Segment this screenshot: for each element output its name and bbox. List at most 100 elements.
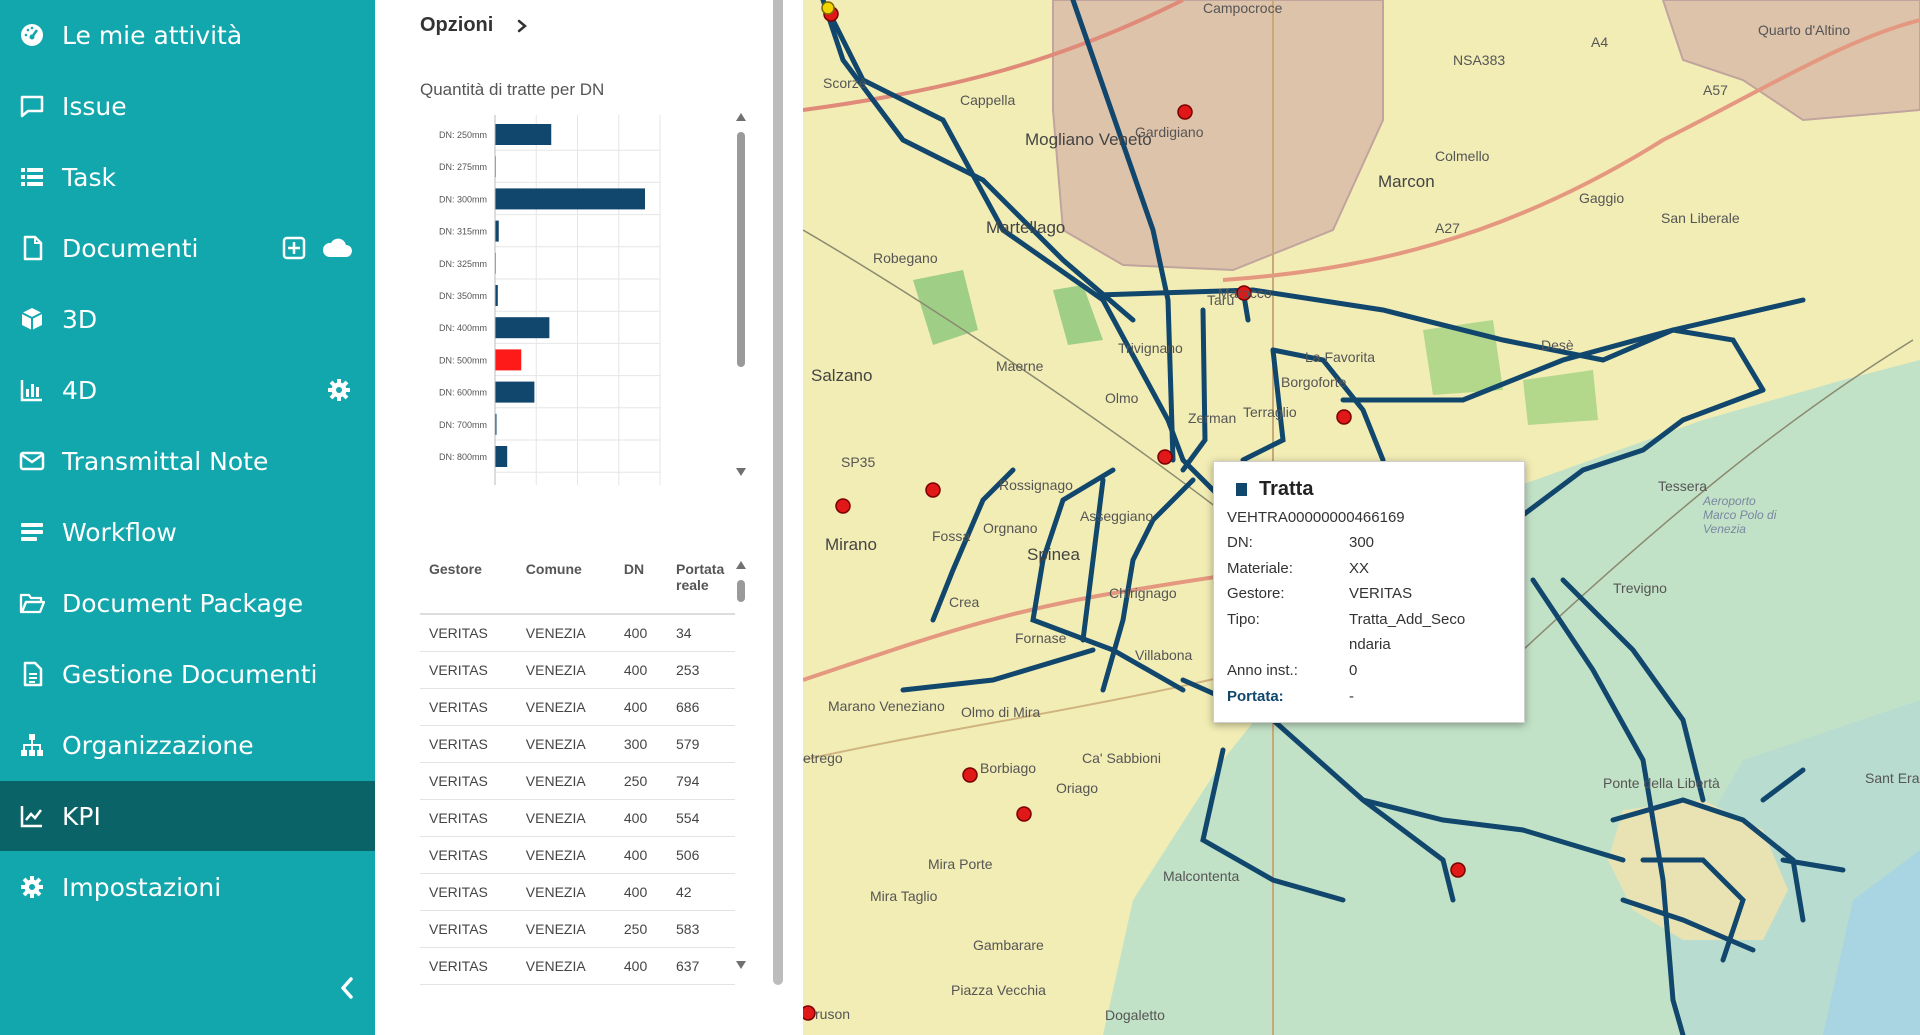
sidebar-item-gestione-documenti[interactable]: Gestione Documenti (0, 639, 375, 709)
popup-field-label: Portata: (1227, 688, 1284, 705)
place-label: Fossa (932, 528, 971, 544)
place-label: Malcontenta (1163, 868, 1240, 884)
place-label: A27 (1435, 220, 1460, 236)
place-label: Gambarare (973, 937, 1044, 953)
chart-category-label: DN: 400mm (439, 323, 487, 333)
chart-scrollbar[interactable] (735, 112, 747, 482)
stack-icon (19, 519, 45, 545)
tratta-popup[interactable]: Tratta VEHTRA00000000466169 DN: 300 Mate… (1213, 461, 1525, 723)
chart-category-label: DN: 700mm (439, 420, 487, 430)
chart-bar[interactable] (495, 285, 498, 306)
sitemap-icon (19, 732, 45, 758)
sidebar-item-le-mie-attivita[interactable]: Le mie attività (0, 0, 375, 70)
sidebar-item-organizzazione[interactable]: Organizzazione (0, 710, 375, 780)
cell-dn: 400 (614, 651, 667, 689)
scrollbar-thumb[interactable] (737, 580, 745, 602)
chart-category-label: DN: 275mm (439, 162, 487, 172)
scrollbar-thumb[interactable] (737, 132, 745, 367)
table-scrollbar[interactable] (735, 560, 747, 975)
kpi-panel: Opzioni Quantità di tratte per DN DN: 25… (375, 0, 775, 1035)
sidebar-item-workflow[interactable]: Workflow (0, 497, 375, 567)
cell-dn: 300 (614, 725, 667, 763)
plus-square-icon[interactable] (281, 235, 307, 261)
chart-bar[interactable] (495, 446, 508, 467)
chart-category-label: DN: 315mm (439, 227, 487, 237)
list-icon (19, 164, 45, 190)
col-dn[interactable]: DN (614, 555, 667, 615)
chart-bar[interactable] (495, 220, 499, 242)
place-label: Maerne (996, 358, 1044, 374)
scroll-down-icon[interactable] (735, 467, 747, 477)
sidebar-item-documenti[interactable]: Documenti (0, 213, 375, 283)
place-label: Tessera (1658, 478, 1708, 494)
sidebar-item-task[interactable]: Task (0, 142, 375, 212)
col-comune[interactable]: Comune (516, 555, 615, 615)
scroll-up-icon[interactable] (735, 112, 747, 122)
table-row[interactable]: VERITAS VENEZIA 300 579 (420, 725, 735, 763)
place-label: Scorzè (823, 75, 867, 91)
chart-bar[interactable] (495, 381, 535, 403)
cell-comune: VENEZIA (516, 651, 615, 689)
place-label: Olmo di Mira (961, 704, 1041, 720)
cell-gestore: VERITAS (420, 762, 517, 800)
col-portata-reale[interactable]: Portata reale (667, 555, 735, 615)
place-label: A4 (1591, 34, 1609, 50)
sidebar-item-kpi[interactable]: KPI (0, 781, 375, 851)
table-row[interactable]: VERITAS VENEZIA 250 583 (420, 910, 735, 948)
line-chart-icon (19, 803, 45, 829)
sidebar-item-document-package[interactable]: Document Package (0, 568, 375, 638)
place-label: Salzano (811, 366, 873, 385)
sidebar-item-label: Le mie attività (62, 20, 243, 50)
panel-resize-handle[interactable] (773, 0, 783, 985)
gear-icon[interactable] (326, 377, 352, 403)
cell-comune: VENEZIA (516, 799, 615, 837)
dashboard-icon (19, 22, 45, 48)
place-label: Asseggiano (1080, 508, 1154, 524)
cell-comune: VENEZIA (516, 836, 615, 874)
table-row[interactable]: VERITAS VENEZIA 400 42 (420, 873, 735, 911)
scroll-up-icon[interactable] (735, 560, 747, 570)
cloud-icon[interactable] (321, 235, 353, 261)
col-gestore[interactable]: Gestore (420, 555, 517, 615)
sidebar-item-transmittal-note[interactable]: Transmittal Note (0, 426, 375, 496)
table-row[interactable]: VERITAS VENEZIA 400 686 (420, 688, 735, 726)
sidebar-item-label: KPI (62, 801, 101, 831)
sidebar-item-issue[interactable]: Issue (0, 71, 375, 141)
table-row[interactable]: VERITAS VENEZIA 400 34 (420, 614, 735, 652)
place-label: Orgnano (983, 520, 1038, 536)
cell-portata: 637 (667, 947, 735, 985)
table-row[interactable]: VERITAS VENEZIA 400 637 (420, 947, 735, 985)
sidebar-item-label: Gestione Documenti (62, 659, 318, 689)
cell-gestore: VERITAS (420, 651, 517, 689)
chart-bar[interactable] (495, 124, 552, 145)
popup-field-label: Tipo: (1227, 611, 1260, 628)
table-row[interactable]: VERITAS VENEZIA 400 506 (420, 836, 735, 874)
table-row[interactable]: VERITAS VENEZIA 400 554 (420, 799, 735, 837)
chart-bar[interactable] (495, 188, 645, 210)
chart-bar[interactable] (495, 317, 550, 339)
place-label: Gaggio (1579, 190, 1625, 206)
table-row[interactable]: VERITAS VENEZIA 400 253 (420, 651, 735, 689)
cell-portata: 554 (667, 799, 735, 837)
place-label: La Favorita (1305, 349, 1376, 365)
place-label: Marano Veneziano (828, 698, 945, 714)
table-row[interactable]: VERITAS VENEZIA 250 794 (420, 762, 735, 800)
sidebar-item-4d[interactable]: 4D (0, 355, 375, 425)
cell-portata: 583 (667, 910, 735, 948)
options-toggle[interactable]: Opzioni (420, 14, 529, 37)
place-label: Oriago (1056, 780, 1099, 796)
sidebar-item-label: Issue (62, 91, 127, 121)
sidebar-item-3d[interactable]: 3D (0, 284, 375, 354)
cell-gestore: VERITAS (420, 836, 517, 874)
place-label: Ca' Sabbioni (1082, 750, 1161, 766)
comment-icon (19, 93, 45, 119)
place-label: Mira Taglio (870, 888, 938, 904)
scroll-down-icon[interactable] (735, 960, 747, 970)
cell-dn: 400 (614, 799, 667, 837)
sidebar-item-impostazioni[interactable]: Impostazioni (0, 852, 375, 922)
chart-bar[interactable] (495, 413, 497, 435)
collapse-sidebar-button[interactable] (332, 970, 362, 1006)
place-label: Ponte della Libertà (1603, 775, 1720, 791)
place-label: Mirano (825, 535, 877, 554)
chart-bar[interactable] (495, 349, 522, 371)
